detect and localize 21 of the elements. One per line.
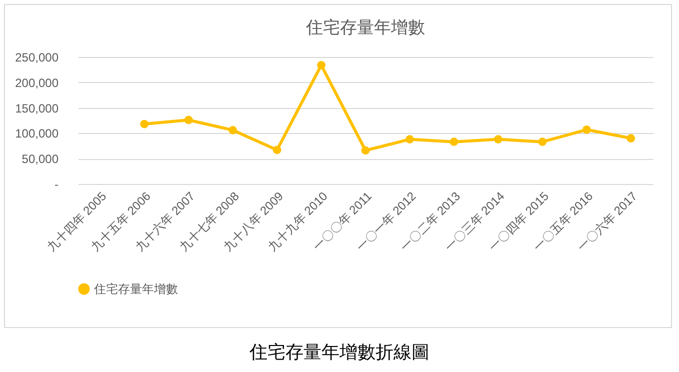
point	[272, 146, 282, 154]
y-tick-label: 100,000	[15, 126, 59, 141]
point	[361, 146, 370, 155]
point	[582, 125, 591, 134]
legend-label: 住宅存量年增數	[93, 282, 178, 296]
point	[450, 138, 458, 146]
y-tick-label: -	[54, 178, 58, 192]
point	[538, 138, 547, 146]
y-tick-label: 150,000	[15, 101, 59, 116]
text: 住宅存量年增數折線圖	[248, 341, 430, 364]
point	[140, 120, 149, 128]
chart-title: 住宅存量年增數	[305, 18, 425, 37]
point	[626, 134, 636, 142]
y-tick-label: 250,000	[15, 50, 59, 64]
point	[184, 116, 193, 124]
point	[228, 126, 237, 134]
point	[406, 135, 414, 144]
y-tick-label: 200,000	[15, 76, 59, 90]
point	[494, 135, 502, 144]
point	[317, 60, 326, 70]
y-tick-label: 50,000	[22, 152, 59, 166]
